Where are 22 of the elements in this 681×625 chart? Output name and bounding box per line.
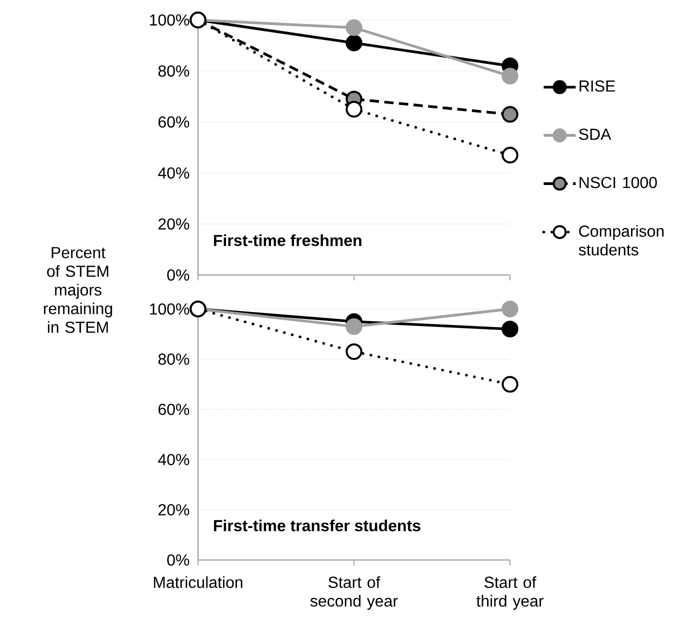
text: First-time transfer students — [214, 520, 420, 532]
y-tick-label: 100% — [150, 303, 190, 315]
y-tick-label: 40% — [158, 454, 190, 466]
x-tick-label: Start of third year — [476, 576, 544, 610]
y-tick-label: 20% — [158, 504, 190, 516]
y-tick-label: 40% — [158, 167, 190, 179]
x-tick-label: Start of second year — [310, 576, 398, 610]
x-tick-label: Matriculation — [154, 576, 242, 588]
legend-label: Comparison students — [578, 225, 664, 256]
y-tick-label: 20% — [158, 218, 190, 230]
y-axis-title: Percent of STEM majors remaining in STEM — [44, 247, 112, 333]
y-tick-label: 0% — [167, 554, 190, 566]
y-tick-label: 80% — [158, 354, 190, 365]
legend-label: NSCI 1000 — [580, 176, 657, 188]
y-tick-label: 100% — [150, 14, 190, 26]
legend-label: SDA — [579, 128, 612, 140]
y-tick-label: 0% — [167, 269, 190, 281]
y-tick-label: 80% — [158, 65, 190, 77]
y-tick-label: 60% — [158, 404, 190, 416]
legend-label: RISE — [580, 80, 615, 92]
text: First-time freshmen — [214, 234, 362, 246]
y-tick-label: 60% — [158, 116, 190, 128]
